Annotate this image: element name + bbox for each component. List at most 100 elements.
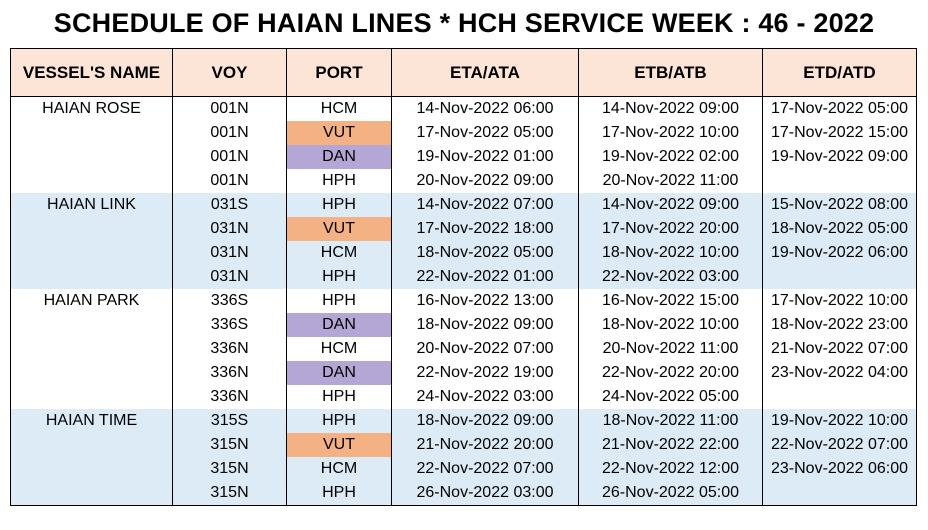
cell-etb-text: 20-Nov-2022 11:00 <box>602 340 739 357</box>
cell-etb: 16-Nov-2022 15:00 <box>578 289 763 313</box>
cell-voy-text: 336S <box>210 316 249 333</box>
cell-etd: 18-Nov-2022 05:00 <box>762 217 917 241</box>
cell-etd: 17-Nov-2022 10:00 <box>762 289 917 313</box>
cell-eta: 22-Nov-2022 07:00 <box>391 457 579 481</box>
table-row: HAIAN TIME 315S HPH 18-Nov-2022 09:00 18-Nov… <box>10 409 917 433</box>
cell-vessel <box>10 433 173 457</box>
cell-eta: 18-Nov-2022 09:00 <box>391 409 579 433</box>
cell-etb-text: 17-Nov-2022 20:00 <box>602 220 739 237</box>
cell-eta-text: 19-Nov-2022 01:00 <box>416 148 554 165</box>
cell-voy-text: 336N <box>210 340 249 357</box>
cell-voy-text: 336N <box>210 364 249 381</box>
cell-vessel <box>10 481 173 506</box>
cell-etd-text: 15-Nov-2022 08:00 <box>771 196 908 213</box>
cell-port-text: HCM <box>320 244 358 261</box>
cell-port: HPH <box>286 169 392 193</box>
table-row: HAIAN LINK 031S HPH 14-Nov-2022 07:00 14-Nov… <box>10 193 917 217</box>
cell-etd: 22-Nov-2022 07:00 <box>762 433 917 457</box>
cell-etb: 17-Nov-2022 10:00 <box>578 121 763 145</box>
cell-eta: 14-Nov-2022 07:00 <box>391 193 579 217</box>
cell-voy: 001N <box>172 145 287 169</box>
column-header-eta: ETA/ATA <box>391 48 579 97</box>
cell-voy: 315N <box>172 433 287 457</box>
cell-port: HPH <box>286 481 392 506</box>
cell-etd-text: 23-Nov-2022 04:00 <box>771 364 908 381</box>
cell-port-text: VUT <box>287 121 391 145</box>
cell-etb: 22-Nov-2022 12:00 <box>578 457 763 481</box>
cell-voy: 001N <box>172 121 287 145</box>
cell-eta-text: 20-Nov-2022 07:00 <box>416 340 554 357</box>
table-row: 031N HPH 22-Nov-2022 01:00 22-Nov-2022 03:0… <box>10 265 917 289</box>
cell-etb: 18-Nov-2022 10:00 <box>578 241 763 265</box>
cell-etb: 18-Nov-2022 11:00 <box>578 409 763 433</box>
column-header-etd: ETD/ATD <box>762 48 917 97</box>
cell-etd: 23-Nov-2022 06:00 <box>762 457 917 481</box>
cell-vessel <box>10 217 173 241</box>
cell-port: DAN <box>286 145 392 169</box>
cell-etd-text: 19-Nov-2022 06:00 <box>771 244 908 261</box>
cell-etb: 26-Nov-2022 05:00 <box>578 481 763 506</box>
cell-port-text: HPH <box>322 292 356 309</box>
cell-eta-text: 18-Nov-2022 09:00 <box>416 412 554 429</box>
cell-voy-text: 315S <box>210 412 249 429</box>
cell-etb-text: 22-Nov-2022 20:00 <box>602 364 739 381</box>
cell-port: HPH <box>286 409 392 433</box>
cell-eta-text: 18-Nov-2022 09:00 <box>416 316 554 333</box>
table-row: HAIAN ROSE 001N HCM 14-Nov-2022 06:00 14-Nov… <box>10 96 917 121</box>
cell-eta-text: 16-Nov-2022 13:00 <box>416 292 554 309</box>
cell-etb-text: 18-Nov-2022 10:00 <box>602 316 739 333</box>
cell-vessel: HAIAN PARK <box>10 289 173 313</box>
cell-etd: 19-Nov-2022 09:00 <box>762 145 917 169</box>
table-row: 001N VUT 17-Nov-2022 05:00 17-Nov-2022 10:0… <box>10 121 917 145</box>
table-row: 315N HPH 26-Nov-2022 03:00 26-Nov-2022 05:0… <box>10 481 917 506</box>
cell-vessel: HAIAN TIME <box>10 409 173 433</box>
cell-eta-text: 22-Nov-2022 19:00 <box>416 364 554 381</box>
cell-voy: 031S <box>172 193 287 217</box>
table-row: 336S DAN 18-Nov-2022 09:00 18-Nov-2022 10:0… <box>10 313 917 337</box>
cell-voy: 031N <box>172 265 287 289</box>
cell-etb-text: 24-Nov-2022 05:00 <box>602 388 739 405</box>
cell-etb-text: 16-Nov-2022 15:00 <box>602 292 739 309</box>
cell-etb: 22-Nov-2022 20:00 <box>578 361 763 385</box>
cell-port-text: VUT <box>287 433 391 457</box>
table-row: 336N HPH 24-Nov-2022 03:00 24-Nov-2022 05:0… <box>10 385 917 409</box>
cell-etd: 19-Nov-2022 06:00 <box>762 241 917 265</box>
cell-etd: 19-Nov-2022 10:00 <box>762 409 917 433</box>
cell-voy: 001N <box>172 169 287 193</box>
cell-vessel <box>10 265 173 289</box>
cell-vessel <box>10 313 173 337</box>
cell-etd-text: 19-Nov-2022 10:00 <box>771 412 908 429</box>
cell-voy-text: 031N <box>210 244 249 261</box>
cell-eta: 17-Nov-2022 05:00 <box>391 121 579 145</box>
table-row: 031N VUT 17-Nov-2022 18:00 17-Nov-2022 20:0… <box>10 217 917 241</box>
cell-port-text: HPH <box>322 196 356 213</box>
cell-etb-text: 14-Nov-2022 09:00 <box>602 100 739 117</box>
cell-eta: 14-Nov-2022 06:00 <box>391 96 579 121</box>
cell-eta-text: 26-Nov-2022 03:00 <box>416 484 554 501</box>
cell-vessel: HAIAN LINK <box>10 193 173 217</box>
cell-port: HPH <box>286 385 392 409</box>
cell-port-text: HCM <box>320 100 358 117</box>
cell-voy: 336N <box>172 337 287 361</box>
cell-port: DAN <box>286 313 392 337</box>
page-title: SCHEDULE OF HAIAN LINES * HCH SERVICE WE… <box>53 8 875 38</box>
cell-etb-text: 18-Nov-2022 10:00 <box>602 244 739 261</box>
cell-vessel-text: HAIAN TIME <box>45 412 138 429</box>
cell-etb: 14-Nov-2022 09:00 <box>578 96 763 121</box>
cell-etb: 14-Nov-2022 09:00 <box>578 193 763 217</box>
cell-etb-text: 17-Nov-2022 10:00 <box>602 124 739 141</box>
cell-voy-text: 031N <box>210 220 249 237</box>
cell-port: HCM <box>286 96 392 121</box>
cell-etd: 15-Nov-2022 08:00 <box>762 193 917 217</box>
cell-etb-text: 21-Nov-2022 22:00 <box>602 436 739 453</box>
cell-etb: 20-Nov-2022 11:00 <box>578 169 763 193</box>
cell-etb-text: 14-Nov-2022 09:00 <box>602 196 739 213</box>
column-header-voy: VOY <box>172 48 287 97</box>
column-header-vessel: VESSEL'S NAME <box>10 48 173 97</box>
cell-etd: 17-Nov-2022 05:00 <box>762 96 917 121</box>
column-header-port: PORT <box>286 48 392 97</box>
cell-voy-text: 031N <box>210 268 249 285</box>
table-row: 001N DAN 19-Nov-2022 01:00 19-Nov-2022 02:0… <box>10 145 917 169</box>
schedule-table: VESSEL'S NAME VOY PORT ETA/ATA ETB/ATB E… <box>10 48 917 506</box>
cell-eta-text: 17-Nov-2022 18:00 <box>416 220 554 237</box>
